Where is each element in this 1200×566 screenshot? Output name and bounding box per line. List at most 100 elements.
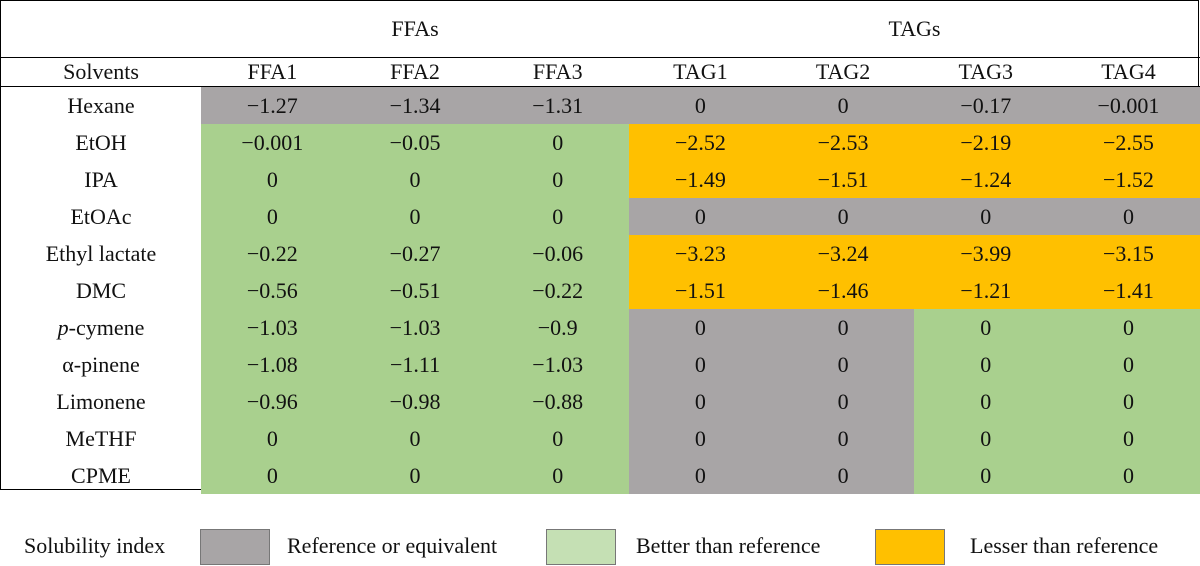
- column-header-tag4: TAG4: [1057, 57, 1200, 87]
- value-cell: −0.88: [486, 383, 630, 420]
- value-cell: 0: [1057, 420, 1200, 457]
- value-cell: 0: [486, 198, 630, 235]
- value-cell: −1.52: [1057, 161, 1200, 198]
- value-cell: 0: [1057, 198, 1200, 235]
- column-header-row: Solvents FFA1 FFA2 FFA3 TAG1 TAG2 TAG3 T…: [1, 57, 1200, 87]
- solubility-table-container: FFAs TAGs Solvents FFA1 FFA2 FFA3 TAG1 T…: [0, 0, 1200, 494]
- value-cell: 0: [914, 420, 1058, 457]
- value-cell: −0.06: [486, 235, 630, 272]
- legend: Solubility index Reference or equivalent…: [0, 527, 1200, 565]
- value-cell: 0: [343, 161, 487, 198]
- column-header-tag2: TAG2: [771, 57, 915, 87]
- value-cell: −1.24: [914, 161, 1058, 198]
- value-cell: −1.49: [629, 161, 772, 198]
- legend-label-better: Better than reference: [636, 533, 821, 558]
- column-header-ffa2: FFA2: [343, 57, 487, 87]
- value-cell: −2.52: [629, 124, 772, 161]
- solvent-name-cell: Ethyl lactate: [1, 235, 201, 272]
- solvent-name: MeTHF: [65, 425, 137, 451]
- table-row: IPA 0 0 0 −1.49 −1.51 −1.24 −1.52: [1, 161, 1200, 198]
- value-cell: −3.99: [914, 235, 1058, 272]
- value-cell: −1.08: [201, 346, 344, 383]
- solvent-name-cell: EtOAc: [1, 198, 201, 235]
- solvent-name: Hexane: [67, 92, 135, 118]
- value-cell: −2.19: [914, 124, 1058, 161]
- value-cell: −1.27: [201, 86, 344, 124]
- value-cell: 0: [629, 198, 772, 235]
- table-row: p-cymene −1.03 −1.03 −0.9 0 0 0 0: [1, 309, 1200, 346]
- value-cell: 0: [771, 420, 915, 457]
- value-cell: 0: [629, 86, 772, 124]
- solvent-name: EtOH: [75, 129, 127, 155]
- solvent-name-cell: p-cymene: [1, 309, 201, 346]
- value-cell: 0: [914, 198, 1058, 235]
- value-cell: 0: [201, 161, 344, 198]
- group-header-empty: [1, 1, 201, 58]
- value-cell: −1.03: [201, 309, 344, 346]
- value-cell: 0: [771, 309, 915, 346]
- column-header-ffa1: FFA1: [201, 57, 344, 87]
- solvent-name-cell: CPME: [1, 457, 201, 494]
- value-cell: 0: [771, 198, 915, 235]
- value-cell: 0: [914, 309, 1058, 346]
- value-cell: 0: [914, 383, 1058, 420]
- solvent-name: -cymene: [68, 314, 145, 340]
- value-cell: 0: [629, 309, 772, 346]
- value-cell: 0: [1057, 346, 1200, 383]
- table-row: EtOAc 0 0 0 0 0 0 0: [1, 198, 1200, 235]
- value-cell: −1.21: [914, 272, 1058, 309]
- value-cell: −2.55: [1057, 124, 1200, 161]
- value-cell: 0: [486, 420, 630, 457]
- value-cell: −1.03: [486, 346, 630, 383]
- table-row: MeTHF 0 0 0 0 0 0 0: [1, 420, 1200, 457]
- value-cell: −0.22: [486, 272, 630, 309]
- value-cell: −0.98: [343, 383, 487, 420]
- solvent-name: Limonene: [56, 388, 146, 414]
- solvent-name-cell: IPA: [1, 161, 201, 198]
- value-cell: 0: [771, 346, 915, 383]
- value-cell: −2.53: [771, 124, 915, 161]
- value-cell: 0: [486, 161, 630, 198]
- group-header-row: FFAs TAGs: [1, 1, 1200, 58]
- solvent-name: DMC: [75, 277, 127, 303]
- value-cell: 0: [771, 86, 915, 124]
- value-cell: −3.24: [771, 235, 915, 272]
- legend-swatch-better: [546, 529, 616, 565]
- value-cell: 0: [629, 346, 772, 383]
- solvent-name: α-pinene: [62, 351, 140, 377]
- value-cell: 0: [201, 457, 344, 494]
- solvent-name: EtOAc: [70, 203, 132, 229]
- value-cell: −3.15: [1057, 235, 1200, 272]
- value-cell: −0.22: [201, 235, 344, 272]
- group-header-tags: TAGs: [888, 16, 941, 41]
- value-cell: −3.23: [629, 235, 772, 272]
- value-cell: −1.11: [343, 346, 487, 383]
- solvent-name-cell: Limonene: [1, 383, 201, 420]
- solvent-name: IPA: [84, 166, 118, 192]
- value-cell: −0.51: [343, 272, 487, 309]
- value-cell: 0: [771, 383, 915, 420]
- legend-title: Solubility index: [24, 533, 166, 558]
- value-cell: −0.27: [343, 235, 487, 272]
- value-cell: 0: [343, 198, 487, 235]
- column-header-tag3: TAG3: [914, 57, 1058, 87]
- value-cell: 0: [1057, 383, 1200, 420]
- value-cell: −0.17: [914, 86, 1058, 124]
- table-row: Ethyl lactate −0.22 −0.27 −0.06 −3.23 −3.24 −3…: [1, 235, 1200, 272]
- legend-label-lesser: Lesser than reference: [970, 533, 1159, 558]
- value-cell: −0.9: [486, 309, 630, 346]
- value-cell: 0: [486, 124, 630, 161]
- value-cell: −0.001: [201, 124, 344, 161]
- value-cell: 0: [1057, 309, 1200, 346]
- value-cell: 0: [343, 457, 487, 494]
- value-cell: 0: [771, 457, 915, 494]
- table-row: Limonene −0.96 −0.98 −0.88 0 0 0 0: [1, 383, 1200, 420]
- solvent-name: Ethyl lactate: [45, 240, 157, 266]
- solvent-name-cell: α-pinene: [1, 346, 201, 383]
- value-cell: −0.96: [201, 383, 344, 420]
- value-cell: 0: [486, 457, 630, 494]
- value-cell: 0: [201, 198, 344, 235]
- solvent-name-cell: MeTHF: [1, 420, 201, 457]
- value-cell: −1.41: [1057, 272, 1200, 309]
- value-cell: −1.46: [771, 272, 915, 309]
